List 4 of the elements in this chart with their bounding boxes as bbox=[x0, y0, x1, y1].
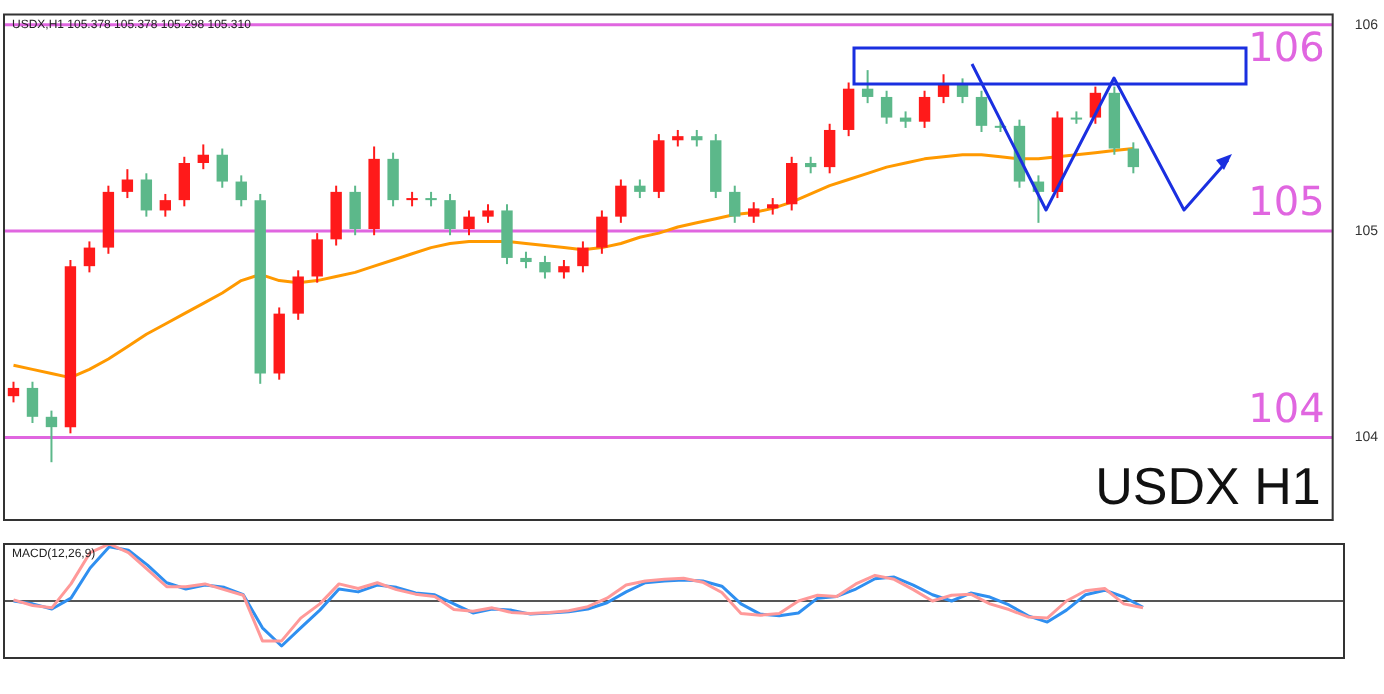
ref-line-label: 104 bbox=[1248, 383, 1325, 432]
annotation: USDX H1 bbox=[1095, 456, 1321, 517]
ref-line-label: 105 bbox=[1248, 177, 1325, 226]
ref-line-label: 106 bbox=[1248, 23, 1325, 72]
